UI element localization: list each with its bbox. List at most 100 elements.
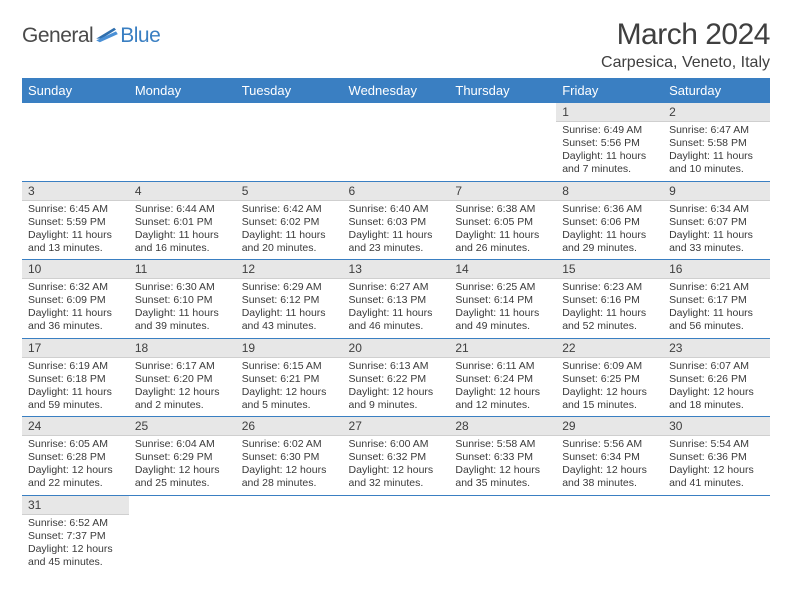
calendar-cell-empty xyxy=(22,103,129,181)
day-number: 3 xyxy=(22,182,129,201)
calendar-cell-empty xyxy=(129,103,236,181)
sunrise-line: Sunrise: 6:45 AM xyxy=(28,203,123,216)
sunrise-line: Sunrise: 6:34 AM xyxy=(669,203,764,216)
day-number: 19 xyxy=(236,339,343,358)
daylight-line: Daylight: 12 hours and 2 minutes. xyxy=(135,386,230,412)
calendar-cell: 12 Sunrise: 6:29 AM Sunset: 6:12 PM Dayl… xyxy=(236,260,343,339)
sunset-line: Sunset: 6:10 PM xyxy=(135,294,230,307)
sunset-line: Sunset: 6:20 PM xyxy=(135,373,230,386)
day-body: Sunrise: 6:23 AM Sunset: 6:16 PM Dayligh… xyxy=(556,279,663,338)
sunrise-line: Sunrise: 6:30 AM xyxy=(135,281,230,294)
day-number: 25 xyxy=(129,417,236,436)
calendar-row: 24 Sunrise: 6:05 AM Sunset: 6:28 PM Dayl… xyxy=(22,417,770,496)
calendar-table: Sunday Monday Tuesday Wednesday Thursday… xyxy=(22,78,770,573)
location: Carpesica, Veneto, Italy xyxy=(601,54,770,72)
calendar-cell-empty xyxy=(343,103,450,181)
day-body: Sunrise: 6:38 AM Sunset: 6:05 PM Dayligh… xyxy=(449,201,556,260)
sunset-line: Sunset: 6:07 PM xyxy=(669,216,764,229)
day-body: Sunrise: 6:32 AM Sunset: 6:09 PM Dayligh… xyxy=(22,279,129,338)
day-body: Sunrise: 6:07 AM Sunset: 6:26 PM Dayligh… xyxy=(663,358,770,417)
sunrise-line: Sunrise: 6:47 AM xyxy=(669,124,764,137)
weekday-header: Wednesday xyxy=(343,78,450,103)
daylight-line: Daylight: 11 hours and 7 minutes. xyxy=(562,150,657,176)
sunset-line: Sunset: 5:58 PM xyxy=(669,137,764,150)
sunset-line: Sunset: 6:24 PM xyxy=(455,373,550,386)
brand-text-general: General xyxy=(22,24,93,48)
day-body: Sunrise: 6:13 AM Sunset: 6:22 PM Dayligh… xyxy=(343,358,450,417)
calendar-cell: 28 Sunrise: 5:58 AM Sunset: 6:33 PM Dayl… xyxy=(449,417,556,496)
day-body: Sunrise: 5:56 AM Sunset: 6:34 PM Dayligh… xyxy=(556,436,663,495)
day-number: 12 xyxy=(236,260,343,279)
sunrise-line: Sunrise: 6:42 AM xyxy=(242,203,337,216)
sunset-line: Sunset: 6:01 PM xyxy=(135,216,230,229)
day-number: 30 xyxy=(663,417,770,436)
calendar-cell: 10 Sunrise: 6:32 AM Sunset: 6:09 PM Dayl… xyxy=(22,260,129,339)
sunset-line: Sunset: 6:09 PM xyxy=(28,294,123,307)
weekday-header: Sunday xyxy=(22,78,129,103)
daylight-line: Daylight: 11 hours and 56 minutes. xyxy=(669,307,764,333)
sunset-line: Sunset: 6:32 PM xyxy=(349,451,444,464)
day-body: Sunrise: 5:54 AM Sunset: 6:36 PM Dayligh… xyxy=(663,436,770,495)
sunset-line: Sunset: 6:33 PM xyxy=(455,451,550,464)
sunrise-line: Sunrise: 6:27 AM xyxy=(349,281,444,294)
calendar-cell: 26 Sunrise: 6:02 AM Sunset: 6:30 PM Dayl… xyxy=(236,417,343,496)
day-body: Sunrise: 6:27 AM Sunset: 6:13 PM Dayligh… xyxy=(343,279,450,338)
daylight-line: Daylight: 11 hours and 33 minutes. xyxy=(669,229,764,255)
day-body: Sunrise: 6:40 AM Sunset: 6:03 PM Dayligh… xyxy=(343,201,450,260)
day-body: Sunrise: 6:52 AM Sunset: 7:37 PM Dayligh… xyxy=(22,515,129,574)
sunrise-line: Sunrise: 6:13 AM xyxy=(349,360,444,373)
calendar-cell: 14 Sunrise: 6:25 AM Sunset: 6:14 PM Dayl… xyxy=(449,260,556,339)
sunset-line: Sunset: 6:02 PM xyxy=(242,216,337,229)
sunrise-line: Sunrise: 5:58 AM xyxy=(455,438,550,451)
brand-logo: General Blue xyxy=(22,18,160,48)
day-number: 24 xyxy=(22,417,129,436)
calendar-cell: 23 Sunrise: 6:07 AM Sunset: 6:26 PM Dayl… xyxy=(663,338,770,417)
sunset-line: Sunset: 6:28 PM xyxy=(28,451,123,464)
calendar-cell: 27 Sunrise: 6:00 AM Sunset: 6:32 PM Dayl… xyxy=(343,417,450,496)
day-number: 5 xyxy=(236,182,343,201)
day-number: 22 xyxy=(556,339,663,358)
day-number: 13 xyxy=(343,260,450,279)
calendar-cell: 16 Sunrise: 6:21 AM Sunset: 6:17 PM Dayl… xyxy=(663,260,770,339)
calendar-cell-empty xyxy=(129,495,236,573)
calendar-cell-empty xyxy=(236,495,343,573)
sunrise-line: Sunrise: 6:05 AM xyxy=(28,438,123,451)
calendar-cell: 21 Sunrise: 6:11 AM Sunset: 6:24 PM Dayl… xyxy=(449,338,556,417)
calendar-cell-empty xyxy=(449,103,556,181)
day-body: Sunrise: 6:21 AM Sunset: 6:17 PM Dayligh… xyxy=(663,279,770,338)
sunrise-line: Sunrise: 6:02 AM xyxy=(242,438,337,451)
day-number: 18 xyxy=(129,339,236,358)
daylight-line: Daylight: 11 hours and 46 minutes. xyxy=(349,307,444,333)
daylight-line: Daylight: 12 hours and 28 minutes. xyxy=(242,464,337,490)
sunrise-line: Sunrise: 6:29 AM xyxy=(242,281,337,294)
sunrise-line: Sunrise: 6:44 AM xyxy=(135,203,230,216)
daylight-line: Daylight: 12 hours and 15 minutes. xyxy=(562,386,657,412)
daylight-line: Daylight: 11 hours and 52 minutes. xyxy=(562,307,657,333)
day-body: Sunrise: 6:15 AM Sunset: 6:21 PM Dayligh… xyxy=(236,358,343,417)
daylight-line: Daylight: 11 hours and 16 minutes. xyxy=(135,229,230,255)
sunset-line: Sunset: 6:34 PM xyxy=(562,451,657,464)
calendar-cell: 30 Sunrise: 5:54 AM Sunset: 6:36 PM Dayl… xyxy=(663,417,770,496)
sunrise-line: Sunrise: 6:09 AM xyxy=(562,360,657,373)
calendar-cell: 15 Sunrise: 6:23 AM Sunset: 6:16 PM Dayl… xyxy=(556,260,663,339)
calendar-cell: 24 Sunrise: 6:05 AM Sunset: 6:28 PM Dayl… xyxy=(22,417,129,496)
sunset-line: Sunset: 6:30 PM xyxy=(242,451,337,464)
month-title: March 2024 xyxy=(601,18,770,52)
day-number: 1 xyxy=(556,103,663,122)
sunset-line: Sunset: 6:36 PM xyxy=(669,451,764,464)
sunset-line: Sunset: 6:21 PM xyxy=(242,373,337,386)
sunset-line: Sunset: 5:56 PM xyxy=(562,137,657,150)
daylight-line: Daylight: 12 hours and 45 minutes. xyxy=(28,543,123,569)
day-body: Sunrise: 6:17 AM Sunset: 6:20 PM Dayligh… xyxy=(129,358,236,417)
sunset-line: Sunset: 6:03 PM xyxy=(349,216,444,229)
daylight-line: Daylight: 12 hours and 22 minutes. xyxy=(28,464,123,490)
sunset-line: Sunset: 7:37 PM xyxy=(28,530,123,543)
day-body: Sunrise: 6:42 AM Sunset: 6:02 PM Dayligh… xyxy=(236,201,343,260)
weekday-header: Monday xyxy=(129,78,236,103)
day-body: Sunrise: 5:58 AM Sunset: 6:33 PM Dayligh… xyxy=(449,436,556,495)
weekday-header-row: Sunday Monday Tuesday Wednesday Thursday… xyxy=(22,78,770,103)
calendar-cell: 19 Sunrise: 6:15 AM Sunset: 6:21 PM Dayl… xyxy=(236,338,343,417)
calendar-cell-empty xyxy=(343,495,450,573)
day-body: Sunrise: 6:45 AM Sunset: 5:59 PM Dayligh… xyxy=(22,201,129,260)
sunrise-line: Sunrise: 6:07 AM xyxy=(669,360,764,373)
